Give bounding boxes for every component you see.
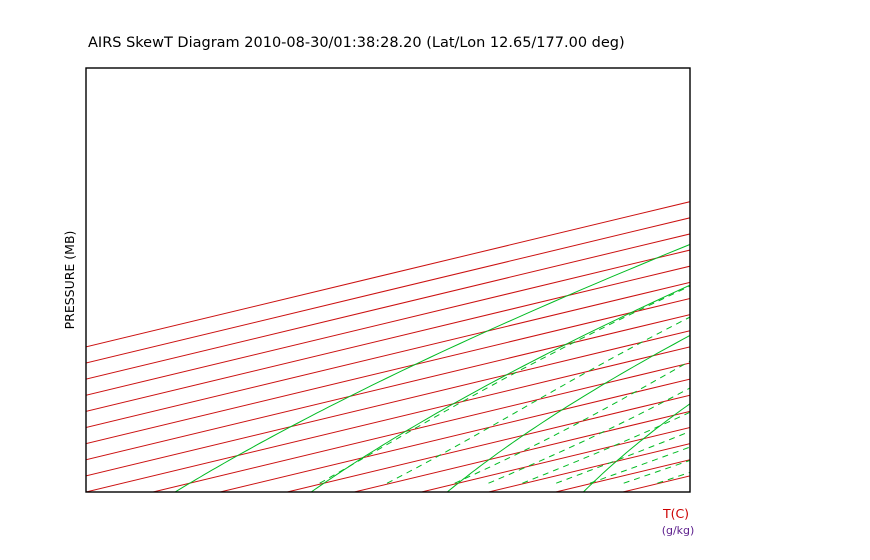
- isotherm: [86, 217, 690, 364]
- isotherm: [86, 281, 690, 429]
- x-axis-mixing-ratio-label: (g/kg): [662, 524, 695, 537]
- page-title: AIRS SkewT Diagram 2010-08-30/01:38:28.2…: [88, 35, 625, 51]
- x-axis-temperature-label: T(C): [662, 506, 689, 521]
- moist-adiabat: [623, 459, 690, 484]
- moist-adiabat: [319, 285, 690, 484]
- isotherm: [86, 265, 690, 412]
- moist-adiabat: [522, 411, 690, 484]
- isotherm: [152, 362, 690, 492]
- isotherm: [86, 201, 690, 348]
- isotherm: [86, 330, 690, 477]
- isotherm: [354, 410, 690, 492]
- moist-adiabat-lines: [319, 285, 690, 484]
- moist-adiabat: [488, 387, 690, 484]
- isotherm: [86, 233, 690, 380]
- isotherm: [86, 297, 690, 445]
- dry-adiabat: [174, 243, 690, 492]
- isotherm: [287, 394, 690, 492]
- isotherm-lines: [86, 201, 690, 492]
- isotherm: [220, 378, 690, 492]
- y-axis-label: PRESSURE (MB): [62, 231, 77, 330]
- dry-adiabat: [446, 334, 690, 492]
- plot-frame: [85, 67, 691, 493]
- isotherm: [86, 346, 690, 492]
- moist-adiabat: [589, 446, 690, 484]
- moist-adiabat: [454, 360, 690, 484]
- isotherm: [86, 314, 690, 461]
- isotherm: [86, 249, 690, 396]
- dry-adiabat: [583, 403, 690, 492]
